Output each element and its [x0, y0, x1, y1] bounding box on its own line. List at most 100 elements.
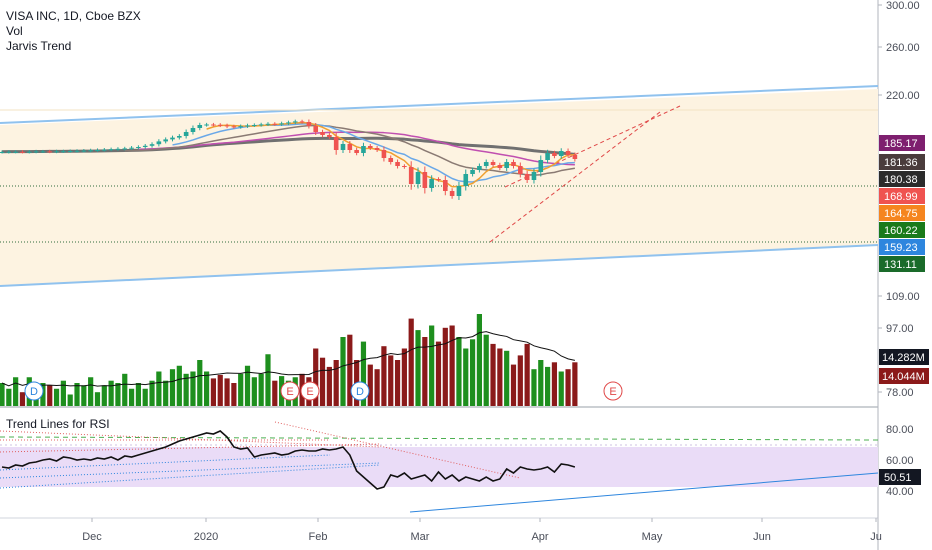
volume-bar — [53, 388, 60, 406]
volume-bar — [313, 348, 319, 406]
candle-body — [483, 162, 489, 166]
candle-body — [381, 150, 387, 158]
wedge-lower-line — [489, 111, 661, 243]
volume-bar — [401, 348, 407, 406]
volume-bar — [545, 366, 551, 406]
rsi-value-badge — [879, 469, 921, 485]
volume-bar — [538, 360, 544, 406]
channel-fill — [0, 89, 878, 286]
volume-bar — [244, 365, 251, 406]
candle-body — [333, 137, 339, 150]
rsi-trend-line — [0, 464, 381, 489]
candle-body — [538, 160, 544, 172]
candle-body — [170, 137, 175, 140]
rsi-trend-line — [0, 443, 381, 453]
candle-body — [190, 128, 196, 132]
candle-body — [258, 124, 264, 126]
candle-body — [511, 162, 516, 166]
price-badge — [879, 239, 925, 255]
price-badge-label: 159.23 — [884, 242, 918, 254]
time-axis-label: Mar — [411, 531, 430, 543]
candle-body — [272, 123, 278, 125]
candle-body — [429, 179, 434, 188]
volume-bar — [504, 350, 510, 406]
symbol-title: VISA INC, 1D, Cboe BZX — [6, 9, 141, 23]
volume-bar — [319, 357, 326, 406]
candle-body — [88, 150, 93, 152]
volume-bar — [238, 373, 244, 406]
candle-body — [204, 124, 209, 126]
time-axis-label: Ju — [870, 531, 882, 543]
candle-body — [490, 162, 496, 165]
volume-bar — [449, 325, 455, 406]
rsi-band — [0, 447, 878, 487]
volume-bar — [60, 380, 66, 406]
volume-bar — [497, 348, 503, 406]
price-badge — [879, 222, 925, 238]
candle-body — [327, 135, 332, 137]
volume-bar — [115, 383, 121, 406]
rsi-trend-line — [0, 462, 381, 479]
volume-badge-label: 14.282M — [882, 352, 925, 364]
event-marker-earnings — [603, 381, 623, 401]
volume-bar — [176, 365, 182, 406]
volume-bar — [572, 362, 578, 406]
candle-body — [524, 174, 530, 180]
time-axis-label: 2020 — [194, 531, 218, 543]
volume-badge — [879, 349, 929, 365]
candle-body — [374, 148, 380, 150]
volume-bar — [483, 334, 489, 406]
event-marker-earnings — [300, 381, 320, 401]
candle-body — [40, 151, 46, 153]
volume-bar — [190, 371, 196, 406]
candle-body — [163, 139, 168, 142]
price-axis-label: 300.00 — [886, 0, 920, 12]
candle-body — [415, 172, 421, 184]
price-badge-label: 180.38 — [884, 174, 918, 186]
candle-body — [449, 191, 455, 196]
volume-bar — [122, 373, 128, 406]
volume-bar — [169, 369, 176, 406]
candle-body — [265, 123, 271, 125]
volume-bar — [517, 355, 523, 406]
candle-body — [102, 149, 107, 151]
price-badge — [879, 171, 925, 187]
candle-body — [402, 166, 407, 167]
volume-bar — [347, 334, 353, 406]
price-badge-label: 185.17 — [884, 138, 918, 150]
volume-bar — [81, 385, 87, 406]
channel-upper-line — [0, 85, 879, 124]
volume-bar — [67, 394, 73, 406]
candle-body — [0, 152, 5, 153]
price-badge — [879, 256, 925, 272]
candle-body — [54, 151, 59, 153]
channel-lower-line — [0, 244, 879, 287]
rsi-axis-label: 60.00 — [886, 455, 914, 467]
candle-body — [217, 124, 223, 126]
volume-bar — [204, 371, 210, 406]
candle-body — [320, 132, 325, 135]
price-axis-label: 260.00 — [886, 42, 920, 54]
candle-body — [74, 150, 80, 152]
candle-body — [6, 151, 12, 153]
event-marker-earnings — [280, 381, 300, 401]
price-badge-label: 160.22 — [884, 225, 918, 237]
candle-body — [13, 151, 18, 153]
event-marker-dividend — [350, 381, 370, 401]
rsi-line — [1, 430, 576, 490]
rsi-trend-line — [409, 472, 879, 513]
candle-body — [292, 121, 298, 123]
moving-average-slow — [124, 124, 575, 176]
volume-bar — [558, 371, 564, 406]
candle-body — [408, 167, 414, 184]
candle-body — [136, 147, 141, 148]
candle-body — [572, 155, 578, 159]
volume-bar — [101, 385, 107, 406]
volume-bar — [128, 388, 135, 406]
volume-bar — [149, 380, 155, 406]
candle-body — [224, 125, 230, 127]
time-axis-label: Jun — [753, 531, 771, 543]
rsi-value-label: 50.51 — [884, 472, 912, 484]
candle-body — [477, 166, 482, 170]
